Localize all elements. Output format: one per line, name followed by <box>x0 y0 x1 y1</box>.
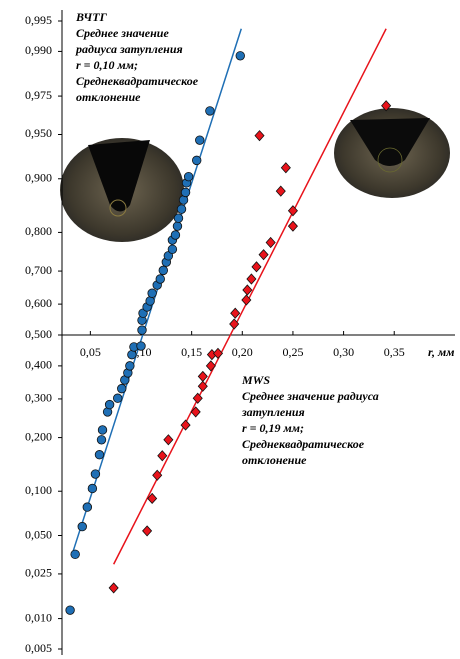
y-tick-label: 0,990 <box>25 43 52 57</box>
data-point <box>171 231 180 240</box>
data-point <box>164 435 173 445</box>
series-note: r = 0,10 мм; <box>76 58 138 72</box>
series-note: Среднее значение <box>76 26 169 40</box>
series-note: Среднеквадратическое <box>242 437 365 451</box>
x-tick-label: 0,35 <box>384 345 405 359</box>
y-tick-label: 0,800 <box>25 224 52 238</box>
y-tick-label: 0,500 <box>25 327 52 341</box>
y-tick-label: 0,005 <box>25 641 52 655</box>
series-note: Среднее значение радиуса <box>242 389 379 403</box>
series-note: Среднеквадратическое <box>76 74 199 88</box>
data-point <box>98 426 107 435</box>
series-note: r = 0,19 мм; <box>242 421 304 435</box>
data-point <box>243 285 252 295</box>
plot-area: 0,005 0,010 0,025 0,050 0,100 0,200 0,300 0,400… <box>25 10 455 655</box>
data-point <box>184 172 193 181</box>
y-tick-label: 0,050 <box>25 527 52 541</box>
data-point <box>206 361 215 371</box>
y-tick-label: 0,300 <box>25 391 52 405</box>
data-point <box>158 451 167 461</box>
x-tick-label: 0,25 <box>282 345 303 359</box>
data-point <box>236 51 245 60</box>
data-point <box>192 156 201 165</box>
data-point <box>105 400 114 409</box>
data-point <box>231 308 240 318</box>
y-tick-label: 0,950 <box>25 126 52 140</box>
series-name: ВЧТГ <box>75 10 108 24</box>
data-point <box>83 503 92 512</box>
data-point <box>128 350 137 359</box>
y-tick-label: 0,010 <box>25 610 52 624</box>
data-point <box>181 188 190 197</box>
data-point <box>148 289 157 298</box>
x-axis-label: r, мм <box>428 345 454 359</box>
data-point <box>193 393 202 403</box>
data-point <box>113 394 122 403</box>
y-tick-label: 0,200 <box>25 429 52 443</box>
data-point <box>138 326 147 335</box>
data-point <box>97 435 106 444</box>
data-point <box>252 262 261 272</box>
y-tick-label: 0,025 <box>25 566 52 580</box>
data-point <box>88 484 97 493</box>
data-point <box>281 163 290 173</box>
data-point <box>195 136 204 145</box>
data-point <box>247 274 256 284</box>
data-point <box>95 450 104 459</box>
data-point <box>255 131 264 141</box>
data-point <box>173 222 182 231</box>
y-tick-label: 0,900 <box>25 171 52 185</box>
y-tick-label: 0,100 <box>25 483 52 497</box>
y-tick-label: 0,400 <box>25 358 52 372</box>
data-point <box>71 550 80 559</box>
data-point <box>156 275 165 284</box>
data-point <box>126 362 135 371</box>
data-point <box>174 214 183 223</box>
data-point <box>143 526 152 536</box>
data-point <box>168 245 177 254</box>
data-point <box>91 470 100 479</box>
x-tick-label: 0,30 <box>333 345 354 359</box>
y-tick-label: 0,995 <box>25 13 52 27</box>
series-note: затупления <box>241 405 305 419</box>
data-point <box>288 221 297 231</box>
y-tick-label: 0,975 <box>25 88 52 102</box>
series-note: отклонение <box>242 453 307 467</box>
x-tick-label: 0,20 <box>232 345 253 359</box>
data-point <box>177 205 186 214</box>
data-point <box>109 583 118 593</box>
data-point <box>198 371 207 381</box>
y-tick-label: 0,700 <box>25 263 52 277</box>
photo-left <box>60 138 184 242</box>
data-point <box>66 606 75 615</box>
data-point <box>146 297 155 306</box>
data-point <box>137 342 146 351</box>
series-note: отклонение <box>76 90 141 104</box>
chart: 0,005 0,010 0,025 0,050 0,100 0,200 0,300 0,400… <box>0 0 460 659</box>
x-tick-label: 0,05 <box>80 345 101 359</box>
data-point <box>206 107 215 116</box>
data-point <box>266 238 275 248</box>
data-point <box>159 266 168 275</box>
data-point <box>78 522 87 531</box>
data-point <box>276 186 285 196</box>
data-point <box>259 250 268 260</box>
photo-right <box>334 108 450 198</box>
data-point <box>117 384 126 393</box>
x-tick-label: 0,15 <box>181 345 202 359</box>
series-name: MWS <box>241 373 270 387</box>
series-note: радиуса затупления <box>75 42 183 56</box>
y-tick-label: 0,600 <box>25 296 52 310</box>
